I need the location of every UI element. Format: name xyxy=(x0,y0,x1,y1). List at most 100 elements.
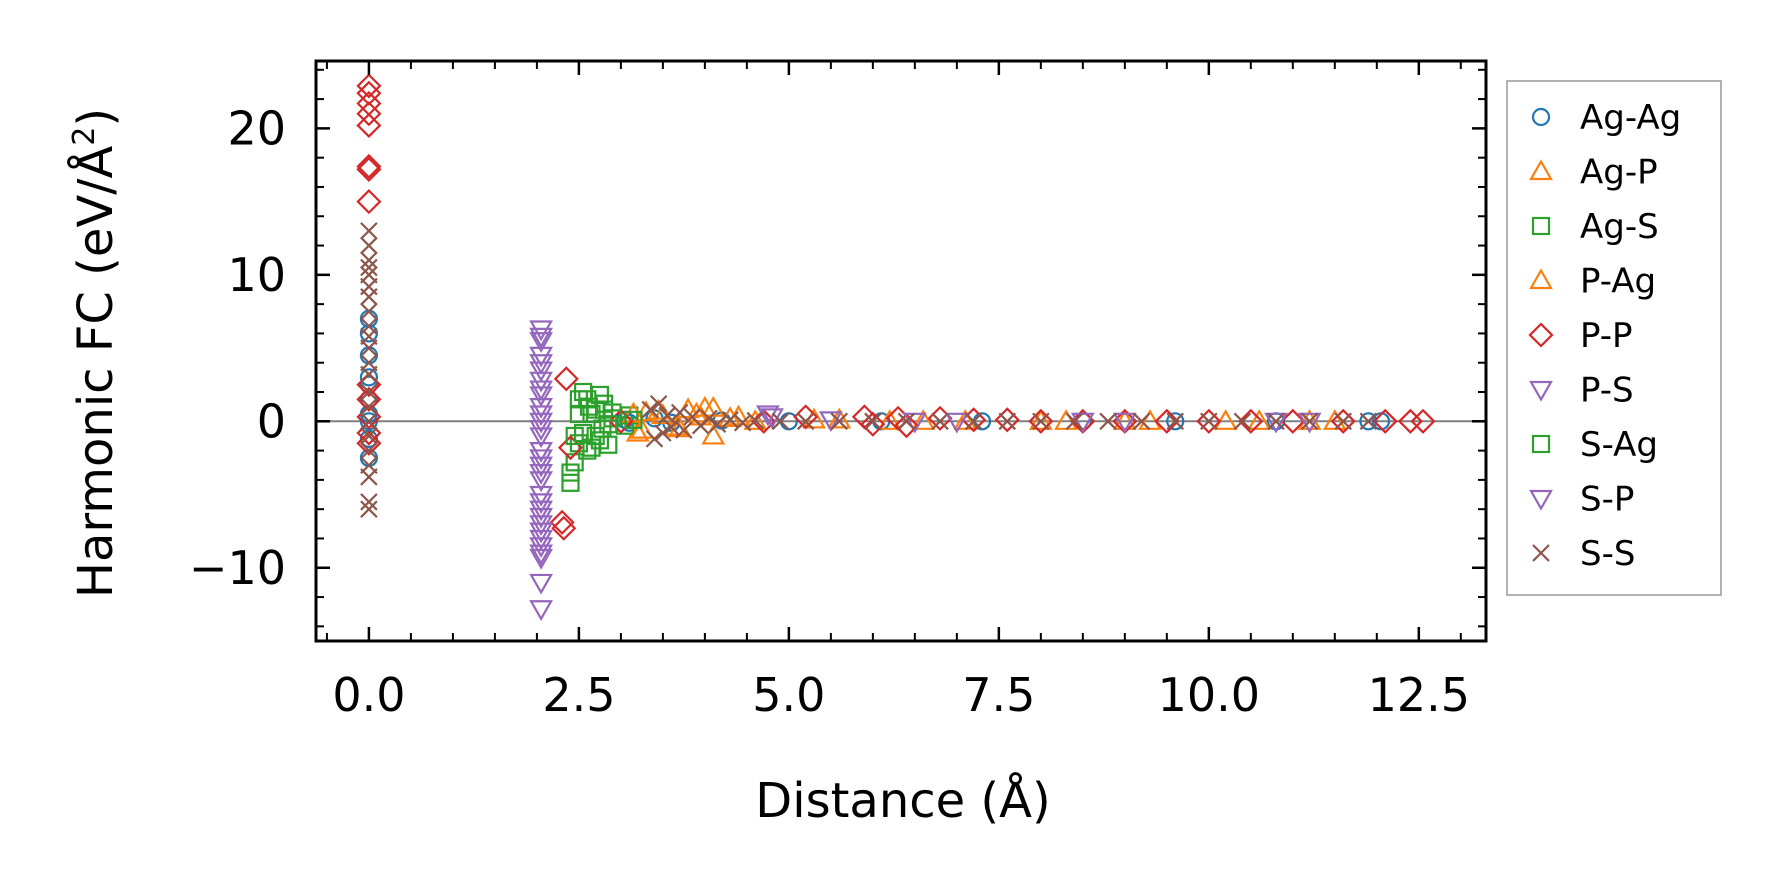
y-tick-label: 0 xyxy=(257,394,286,448)
data-point-s-p xyxy=(529,449,553,471)
data-point-s-p xyxy=(529,493,553,515)
data-point-s-s xyxy=(964,412,983,431)
data-point-ag-p xyxy=(877,409,902,430)
data-point-s-p xyxy=(529,463,553,485)
data-point-p-p xyxy=(1154,408,1180,434)
legend-entry-s-s: S-S xyxy=(1532,534,1635,574)
plot-frame xyxy=(314,59,1488,643)
y-axis-title: Harmonic FC (eV/Å2) xyxy=(67,108,124,598)
data-point-s-s xyxy=(897,412,916,431)
data-point-p-ag xyxy=(827,407,852,429)
y-axis-title-close: ) xyxy=(68,108,124,127)
y-tick-label: 10 xyxy=(227,248,286,302)
data-point-s-p xyxy=(529,507,553,529)
data-point-p-s xyxy=(529,386,553,408)
data-point-s-p xyxy=(529,548,553,570)
data-point-p-p xyxy=(553,366,579,392)
data-point-s-s xyxy=(360,302,378,321)
legend-marker xyxy=(1529,489,1553,511)
data-point-p-s xyxy=(529,485,553,507)
data-point-s-s xyxy=(1032,412,1050,431)
data-point-ag-p xyxy=(1213,409,1238,430)
data-point-s-p xyxy=(529,380,553,402)
x-tick-label: 12.5 xyxy=(1368,668,1470,722)
data-point-p-p xyxy=(356,101,382,127)
x-axis-title: Distance (Å) xyxy=(755,772,1050,829)
data-point-p-s xyxy=(529,600,553,621)
legend-label: Ag-P xyxy=(1580,153,1658,193)
data-point-p-p xyxy=(860,411,886,437)
axis-ticks xyxy=(316,61,1486,641)
data-point-s-s xyxy=(360,441,378,460)
legend-marker xyxy=(1529,159,1553,181)
data-point-s-s xyxy=(1132,412,1151,431)
data-point-s-s xyxy=(1359,412,1378,431)
legend-label: P-Ag xyxy=(1580,262,1656,302)
data-point-s-ag xyxy=(603,403,622,422)
data-point-s-p xyxy=(529,327,553,349)
data-point-s-s xyxy=(670,403,689,422)
data-points xyxy=(356,73,1436,621)
data-point-s-s xyxy=(360,236,378,255)
y-tick-label: 20 xyxy=(227,101,286,155)
data-point-p-p xyxy=(356,153,382,180)
legend-marker xyxy=(1531,216,1551,236)
data-point-ag-s xyxy=(561,463,580,482)
data-point-ag-p xyxy=(667,416,692,438)
data-point-p-p xyxy=(356,189,382,215)
data-point-s-s xyxy=(360,365,378,384)
data-point-s-s xyxy=(830,412,849,431)
data-point-p-p xyxy=(551,515,577,541)
legend-entry-p-s: P-S xyxy=(1529,371,1634,411)
data-point-p-s xyxy=(529,471,553,493)
data-point-p-s xyxy=(529,412,553,434)
data-point-s-ag xyxy=(599,415,618,434)
data-point-s-s xyxy=(675,421,693,439)
data-point-p-s xyxy=(529,427,553,449)
data-point-s-s xyxy=(931,412,949,431)
data-point-p-p xyxy=(1238,408,1264,434)
data-point-s-s xyxy=(360,339,378,357)
data-point-p-p xyxy=(608,408,634,434)
data-point-p-ag xyxy=(911,409,936,430)
data-point-s-p xyxy=(529,354,553,375)
data-point-s-s xyxy=(1233,412,1252,431)
data-point-s-s xyxy=(360,288,378,306)
data-point-p-s xyxy=(818,411,843,433)
data-point-s-s xyxy=(1300,412,1319,431)
legend-entry-s-p: S-P xyxy=(1529,480,1634,520)
x-tick-label: 10.0 xyxy=(1158,668,1260,722)
legend-entry-s-ag: S-Ag xyxy=(1531,425,1658,465)
data-point-p-p xyxy=(549,509,575,535)
data-point-p-p xyxy=(994,407,1020,433)
plot-area xyxy=(314,59,1488,643)
data-point-p-p xyxy=(356,73,382,99)
data-point-p-s xyxy=(529,332,553,353)
series-p-s xyxy=(529,320,1322,621)
data-point-p-s xyxy=(529,456,553,478)
data-point-s-s xyxy=(708,415,727,434)
data-point-ag-s xyxy=(561,473,580,492)
data-point-s-s xyxy=(771,412,790,431)
y-axis-title-main: Harmonic FC (eV/Å xyxy=(67,146,124,599)
x-tick-label: 7.5 xyxy=(962,668,1035,722)
legend-label: S-Ag xyxy=(1580,425,1658,465)
data-point-p-p xyxy=(1372,408,1398,434)
series-s-ag xyxy=(565,390,643,457)
data-point-s-s xyxy=(654,424,672,442)
data-point-p-p xyxy=(356,112,382,139)
x-tick-label: 5.0 xyxy=(752,668,825,722)
legend-entry-p-ag: P-Ag xyxy=(1529,262,1656,302)
legend-label: P-S xyxy=(1580,371,1634,411)
series-s-s xyxy=(360,222,1378,518)
data-point-p-s xyxy=(944,412,969,434)
legend-marker xyxy=(1531,107,1551,127)
data-point-ag-p xyxy=(1297,409,1322,430)
legend-label: S-P xyxy=(1580,480,1634,520)
data-point-ag-ag xyxy=(1359,412,1378,431)
x-tick-label: 0.0 xyxy=(332,668,405,722)
legend-marker xyxy=(1528,322,1554,348)
data-point-s-s xyxy=(360,493,378,511)
legend: Ag-Ag Ag-P Ag-S P-Ag P-P P-S S-Ag S-P S-S xyxy=(1506,80,1722,596)
